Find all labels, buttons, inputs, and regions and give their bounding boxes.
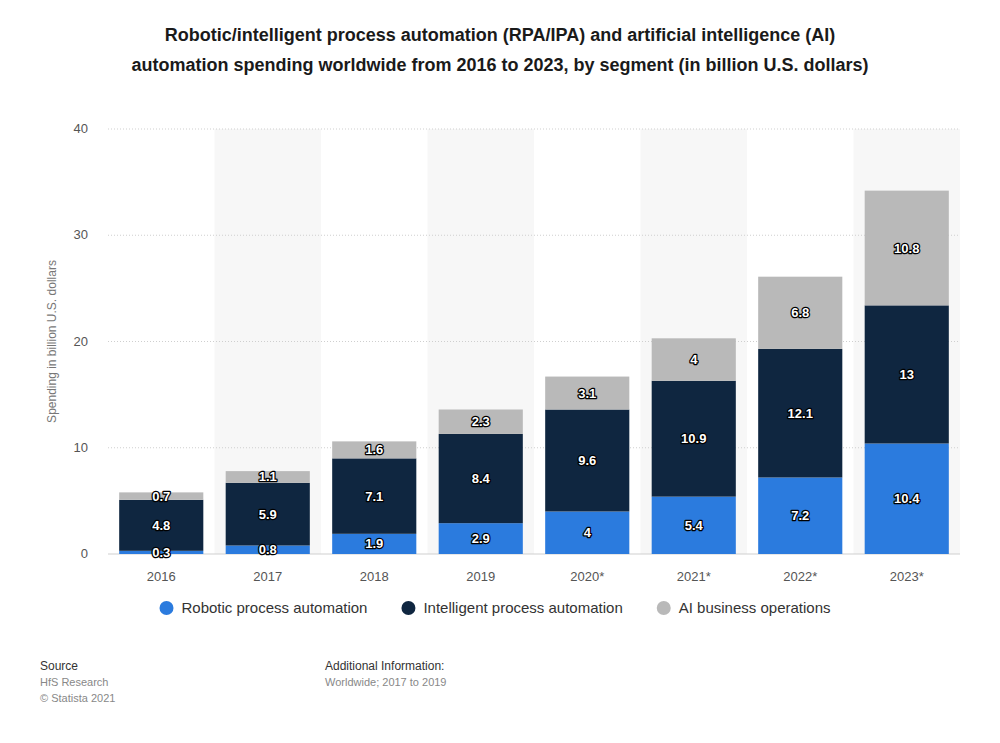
legend-marker xyxy=(401,601,415,615)
bar xyxy=(652,338,736,381)
legend-marker xyxy=(657,601,671,615)
x-tick-label: 2023* xyxy=(890,569,924,584)
title-line: automation spending worldwide from 2016 … xyxy=(131,55,868,75)
grid-line xyxy=(108,235,960,236)
bar xyxy=(119,500,203,551)
bar xyxy=(865,444,949,555)
info-text: Worldwide; 2017 to 2019 xyxy=(325,676,447,688)
bar xyxy=(758,349,842,478)
bar xyxy=(332,534,416,554)
data-label: 8.4 xyxy=(472,471,491,486)
data-label: 4.8 xyxy=(152,518,170,533)
legend-label: AI business operations xyxy=(679,599,831,616)
bar xyxy=(652,497,736,554)
data-label: 10.4 xyxy=(894,491,920,506)
legend-label: Robotic process automation xyxy=(182,599,368,616)
data-label: 0.8 xyxy=(259,542,277,557)
band xyxy=(854,129,961,554)
grid-line xyxy=(108,129,960,130)
data-label: 4 xyxy=(690,352,698,367)
bar xyxy=(226,483,310,546)
y-axis-label: Spending in billion U.S. dollars xyxy=(45,260,59,423)
x-tick-label: 2020* xyxy=(570,569,604,584)
data-label: 7.2 xyxy=(791,508,809,523)
title: Robotic/intelligent process automation (… xyxy=(131,25,868,75)
legend-label: Intelligent process automation xyxy=(423,599,622,616)
data-label: 2.9 xyxy=(472,531,490,546)
bar xyxy=(439,523,523,554)
data-label: 5.4 xyxy=(685,518,704,533)
data-label: 0.3 xyxy=(152,545,170,560)
bar xyxy=(545,512,629,555)
y-tick-label: 30 xyxy=(74,227,88,242)
x-tick-label: 2018 xyxy=(360,569,389,584)
data-label: 1.1 xyxy=(259,469,277,484)
data-label: 4 xyxy=(584,525,592,540)
data-label: 10.9 xyxy=(681,431,706,446)
data-label: 10.8 xyxy=(894,241,919,256)
bar xyxy=(545,377,629,410)
bar xyxy=(758,478,842,555)
x-tick-label: 2019 xyxy=(466,569,495,584)
legend-marker xyxy=(160,601,174,615)
title-group: Robotic/intelligent process automation (… xyxy=(131,25,868,75)
bar xyxy=(865,305,949,443)
bar xyxy=(865,191,949,306)
x-tick-label: 2017 xyxy=(253,569,282,584)
data-label: 13 xyxy=(900,367,914,382)
bar xyxy=(332,458,416,533)
chart: Robotic/intelligent process automation (… xyxy=(0,0,1000,743)
x-tick-label: 2022* xyxy=(783,569,817,584)
data-label: 2.3 xyxy=(472,414,490,429)
data-labels: 0.3 0.8 1.9 2.9 4 5.4 7.2 10.4 4.8 5.9 7.1 8.4 9.6 10… xyxy=(152,241,920,560)
y-tick-label: 20 xyxy=(74,334,88,349)
bar xyxy=(758,277,842,349)
x-tick-label: 2021* xyxy=(677,569,711,584)
source-text: HfS Research xyxy=(40,676,108,688)
source-label: Source xyxy=(40,659,78,673)
data-label: 12.1 xyxy=(788,406,813,421)
band xyxy=(641,129,748,554)
legend: Robotic process automation Intelligent pr… xyxy=(160,599,831,616)
bars xyxy=(119,191,949,554)
data-label: 0.7 xyxy=(152,489,170,504)
data-label: 5.9 xyxy=(259,507,277,522)
data-label: 7.1 xyxy=(365,489,383,504)
data-label: 6.8 xyxy=(791,305,809,320)
bar xyxy=(439,434,523,523)
data-label: 9.6 xyxy=(578,453,596,468)
y-tick-label: 0 xyxy=(81,546,88,561)
bar xyxy=(439,410,523,434)
x-tick-label: 2016 xyxy=(147,569,176,584)
bar xyxy=(545,410,629,512)
data-label: 3.1 xyxy=(578,386,596,401)
bar xyxy=(652,381,736,497)
data-label: 1.9 xyxy=(365,536,383,551)
y-tick-label: 40 xyxy=(74,121,88,136)
y-tick-label: 10 xyxy=(74,440,88,455)
source-text: © Statista 2021 xyxy=(40,692,115,704)
info-label: Additional Information: xyxy=(325,659,444,673)
title-line: Robotic/intelligent process automation (… xyxy=(165,25,835,45)
bar xyxy=(332,441,416,458)
data-label: 1.6 xyxy=(365,442,383,457)
